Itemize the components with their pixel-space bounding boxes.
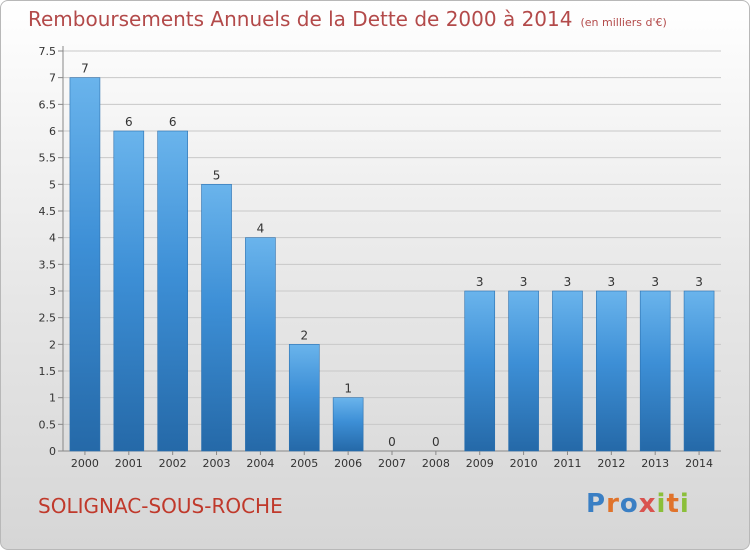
x-tick-label-2004: 2004 [246, 457, 274, 470]
x-tick-labels: 2000 2001 2002 2003 2004 2005 2006 2007 2008 2009… [71, 451, 713, 470]
logo-letter: i [679, 489, 690, 519]
x-tick-label-2011: 2011 [553, 457, 581, 470]
y-tick-labels: 0 0.5 1 1.5 2 2.5 3 3.5 4 4.5 5 5.5 6 6.5 7 7.5 [39, 45, 57, 458]
logo-letter: t [666, 489, 680, 519]
x-tick-label-2000: 2000 [71, 457, 99, 470]
data-label-2011: 3 [564, 275, 572, 289]
data-label-2005: 2 [300, 328, 308, 342]
y-tick-label: 6.5 [39, 98, 57, 111]
x-tick-label-2006: 2006 [334, 457, 362, 470]
bar-2006 [332, 397, 364, 452]
data-label-2002: 6 [169, 115, 177, 129]
y-tick-label: 0.5 [39, 418, 57, 431]
data-label-2003: 5 [213, 168, 221, 182]
y-tick-label: 5.5 [39, 152, 57, 165]
y-tick-label: 6 [49, 125, 56, 138]
bar-2011 [552, 290, 583, 452]
data-labels: 7 6 6 5 4 2 1 0 0 3 3 3 3 3 3 [81, 62, 703, 449]
bar-2005 [288, 344, 320, 452]
x-tick-label-2014: 2014 [685, 457, 713, 470]
y-tick-label: 4 [49, 232, 56, 245]
y-tick-label: 0 [49, 445, 56, 458]
bar-2001 [113, 130, 145, 452]
data-label-2004: 4 [257, 222, 265, 236]
x-tick-label-2005: 2005 [290, 457, 318, 470]
bar-2009 [464, 290, 496, 452]
y-tick-label: 2 [49, 338, 56, 351]
data-label-2001: 6 [125, 115, 133, 129]
data-label-2000: 7 [81, 62, 89, 76]
x-tick-label-2010: 2010 [510, 457, 538, 470]
y-tick-label: 2.5 [39, 312, 57, 325]
logo-letter: P [586, 489, 607, 519]
y-tick-label: 4.5 [39, 205, 57, 218]
data-label-2013: 3 [651, 275, 659, 289]
y-tick-label: 7 [49, 72, 56, 85]
bar-2012 [596, 290, 627, 452]
data-label-2006: 1 [344, 382, 352, 396]
chart-title-text: Remboursements Annuels de la Dette de 20… [28, 7, 573, 31]
bar-2014 [683, 290, 715, 452]
x-tick-label-2013: 2013 [641, 457, 669, 470]
data-label-2009: 3 [476, 275, 484, 289]
x-tick-label-2007: 2007 [378, 457, 406, 470]
x-tick-label-2008: 2008 [422, 457, 450, 470]
y-tick-label: 1 [49, 392, 56, 405]
bar-2003 [201, 184, 232, 452]
data-label-2014: 3 [695, 275, 703, 289]
x-tick-label-2009: 2009 [466, 457, 494, 470]
bar-2000 [69, 77, 101, 452]
x-tick-label-2003: 2003 [203, 457, 231, 470]
logo-letter: o [619, 489, 639, 519]
bar-2010 [508, 290, 539, 452]
data-label-2007: 0 [388, 435, 396, 449]
y-tick-label: 3 [49, 285, 56, 298]
bars [69, 77, 715, 452]
x-tick-label-2001: 2001 [115, 457, 143, 470]
y-tick-label: 7.5 [39, 45, 57, 58]
bar-2002 [157, 130, 188, 452]
proxiti-logo[interactable]: Proxiti [586, 489, 690, 519]
logo-letter: r [606, 489, 620, 519]
x-tick-label-2002: 2002 [159, 457, 187, 470]
data-label-2012: 3 [608, 275, 616, 289]
bar-2004 [245, 237, 276, 452]
data-label-2010: 3 [520, 275, 528, 289]
y-tick-label: 5 [49, 178, 56, 191]
logo-letter: x [638, 489, 657, 519]
y-tick-label: 1.5 [39, 365, 57, 378]
chart-title: Remboursements Annuels de la Dette de 20… [28, 7, 667, 31]
data-label-2008: 0 [432, 435, 440, 449]
bar-2013 [639, 290, 671, 452]
y-tick-label: 3.5 [39, 258, 57, 271]
logo-letter: i [656, 489, 667, 519]
chart-units: (en milliers d'€) [580, 16, 667, 29]
commune-name: SOLIGNAC-SOUS-ROCHE [38, 494, 283, 518]
x-tick-label-2012: 2012 [597, 457, 625, 470]
